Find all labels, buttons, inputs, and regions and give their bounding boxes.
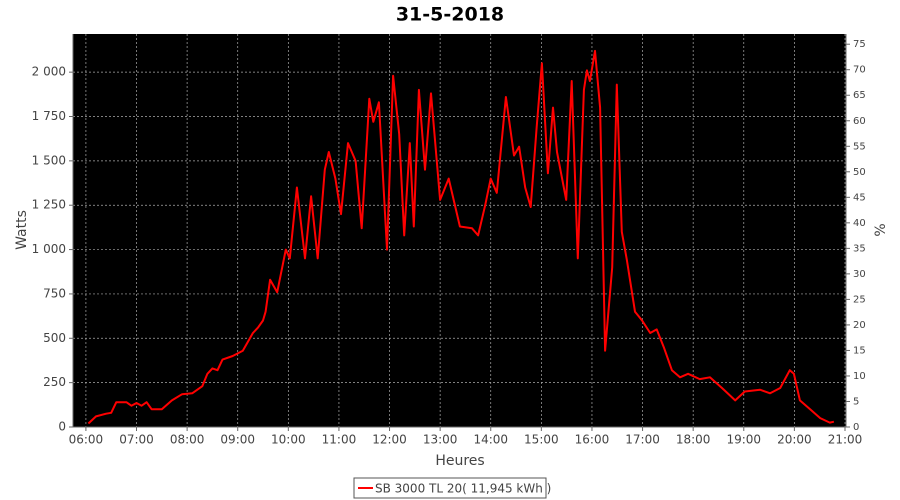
x-tick-label: 20:00 — [777, 433, 812, 447]
x-tick-label: 18:00 — [676, 433, 711, 447]
x-tick-label: 17:00 — [625, 433, 660, 447]
y2-tick-label: 75 — [853, 39, 866, 50]
x-tick-label: 14:00 — [473, 433, 508, 447]
x-tick-label: 10:00 — [271, 433, 306, 447]
y-tick-label: 1 750 — [32, 109, 66, 123]
x-tick-label: 07:00 — [119, 433, 154, 447]
legend-box — [353, 477, 547, 499]
y2-tick-label: 25 — [853, 294, 866, 305]
x-tick-label: 21:00 — [828, 433, 863, 447]
y2-tick-label: 15 — [853, 345, 866, 356]
y2-tick-label: 50 — [853, 167, 866, 178]
y-tick-label: 250 — [43, 375, 66, 389]
y-tick-label: 1 000 — [32, 242, 66, 256]
x-tick-label: 13:00 — [423, 433, 458, 447]
y2-tick-label: 20 — [853, 320, 866, 331]
y-tick-label: 750 — [43, 286, 66, 300]
y2-tick-label: 70 — [853, 65, 866, 76]
x-tick-label: 06:00 — [69, 433, 104, 447]
series-line — [87, 49, 835, 425]
y-tick-label: 2 000 — [32, 65, 66, 79]
x-tick-label: 11:00 — [322, 433, 357, 447]
x-tick-label: 08:00 — [170, 433, 205, 447]
y2-tick-label: 45 — [853, 192, 866, 203]
y2-tick-label: 65 — [853, 90, 866, 101]
y-tick-label: 500 — [43, 331, 66, 345]
x-tick-label: 16:00 — [575, 433, 610, 447]
y-tick-label: 0 — [58, 420, 66, 434]
y-tick-label: 1 250 — [32, 198, 66, 212]
y-axis-title: Watts — [14, 210, 30, 250]
x-tick-label: 19:00 — [726, 433, 761, 447]
y2-tick-label: 35 — [853, 243, 866, 254]
plot-area — [73, 34, 846, 427]
y2-tick-label: 0 — [853, 422, 859, 433]
y2-tick-label: 40 — [853, 218, 866, 229]
x-tick-label: 15:00 — [524, 433, 559, 447]
x-axis-title: Heures — [435, 453, 484, 469]
y2-tick-label: 55 — [853, 141, 866, 152]
y-tick-label: 1 500 — [32, 153, 66, 167]
y2-tick-label: 60 — [853, 116, 866, 127]
y2-tick-label: 5 — [853, 396, 859, 407]
chart-title: 31-5-2018 — [396, 4, 504, 26]
y2-tick-label: 10 — [853, 371, 866, 382]
y2-axis-title: % — [873, 223, 889, 236]
legend-label: SB 3000 TL 20( 11,945 kWh ) — [375, 482, 551, 496]
x-tick-label: 12:00 — [372, 433, 407, 447]
x-tick-label: 09:00 — [220, 433, 255, 447]
y2-tick-label: 30 — [853, 269, 866, 280]
